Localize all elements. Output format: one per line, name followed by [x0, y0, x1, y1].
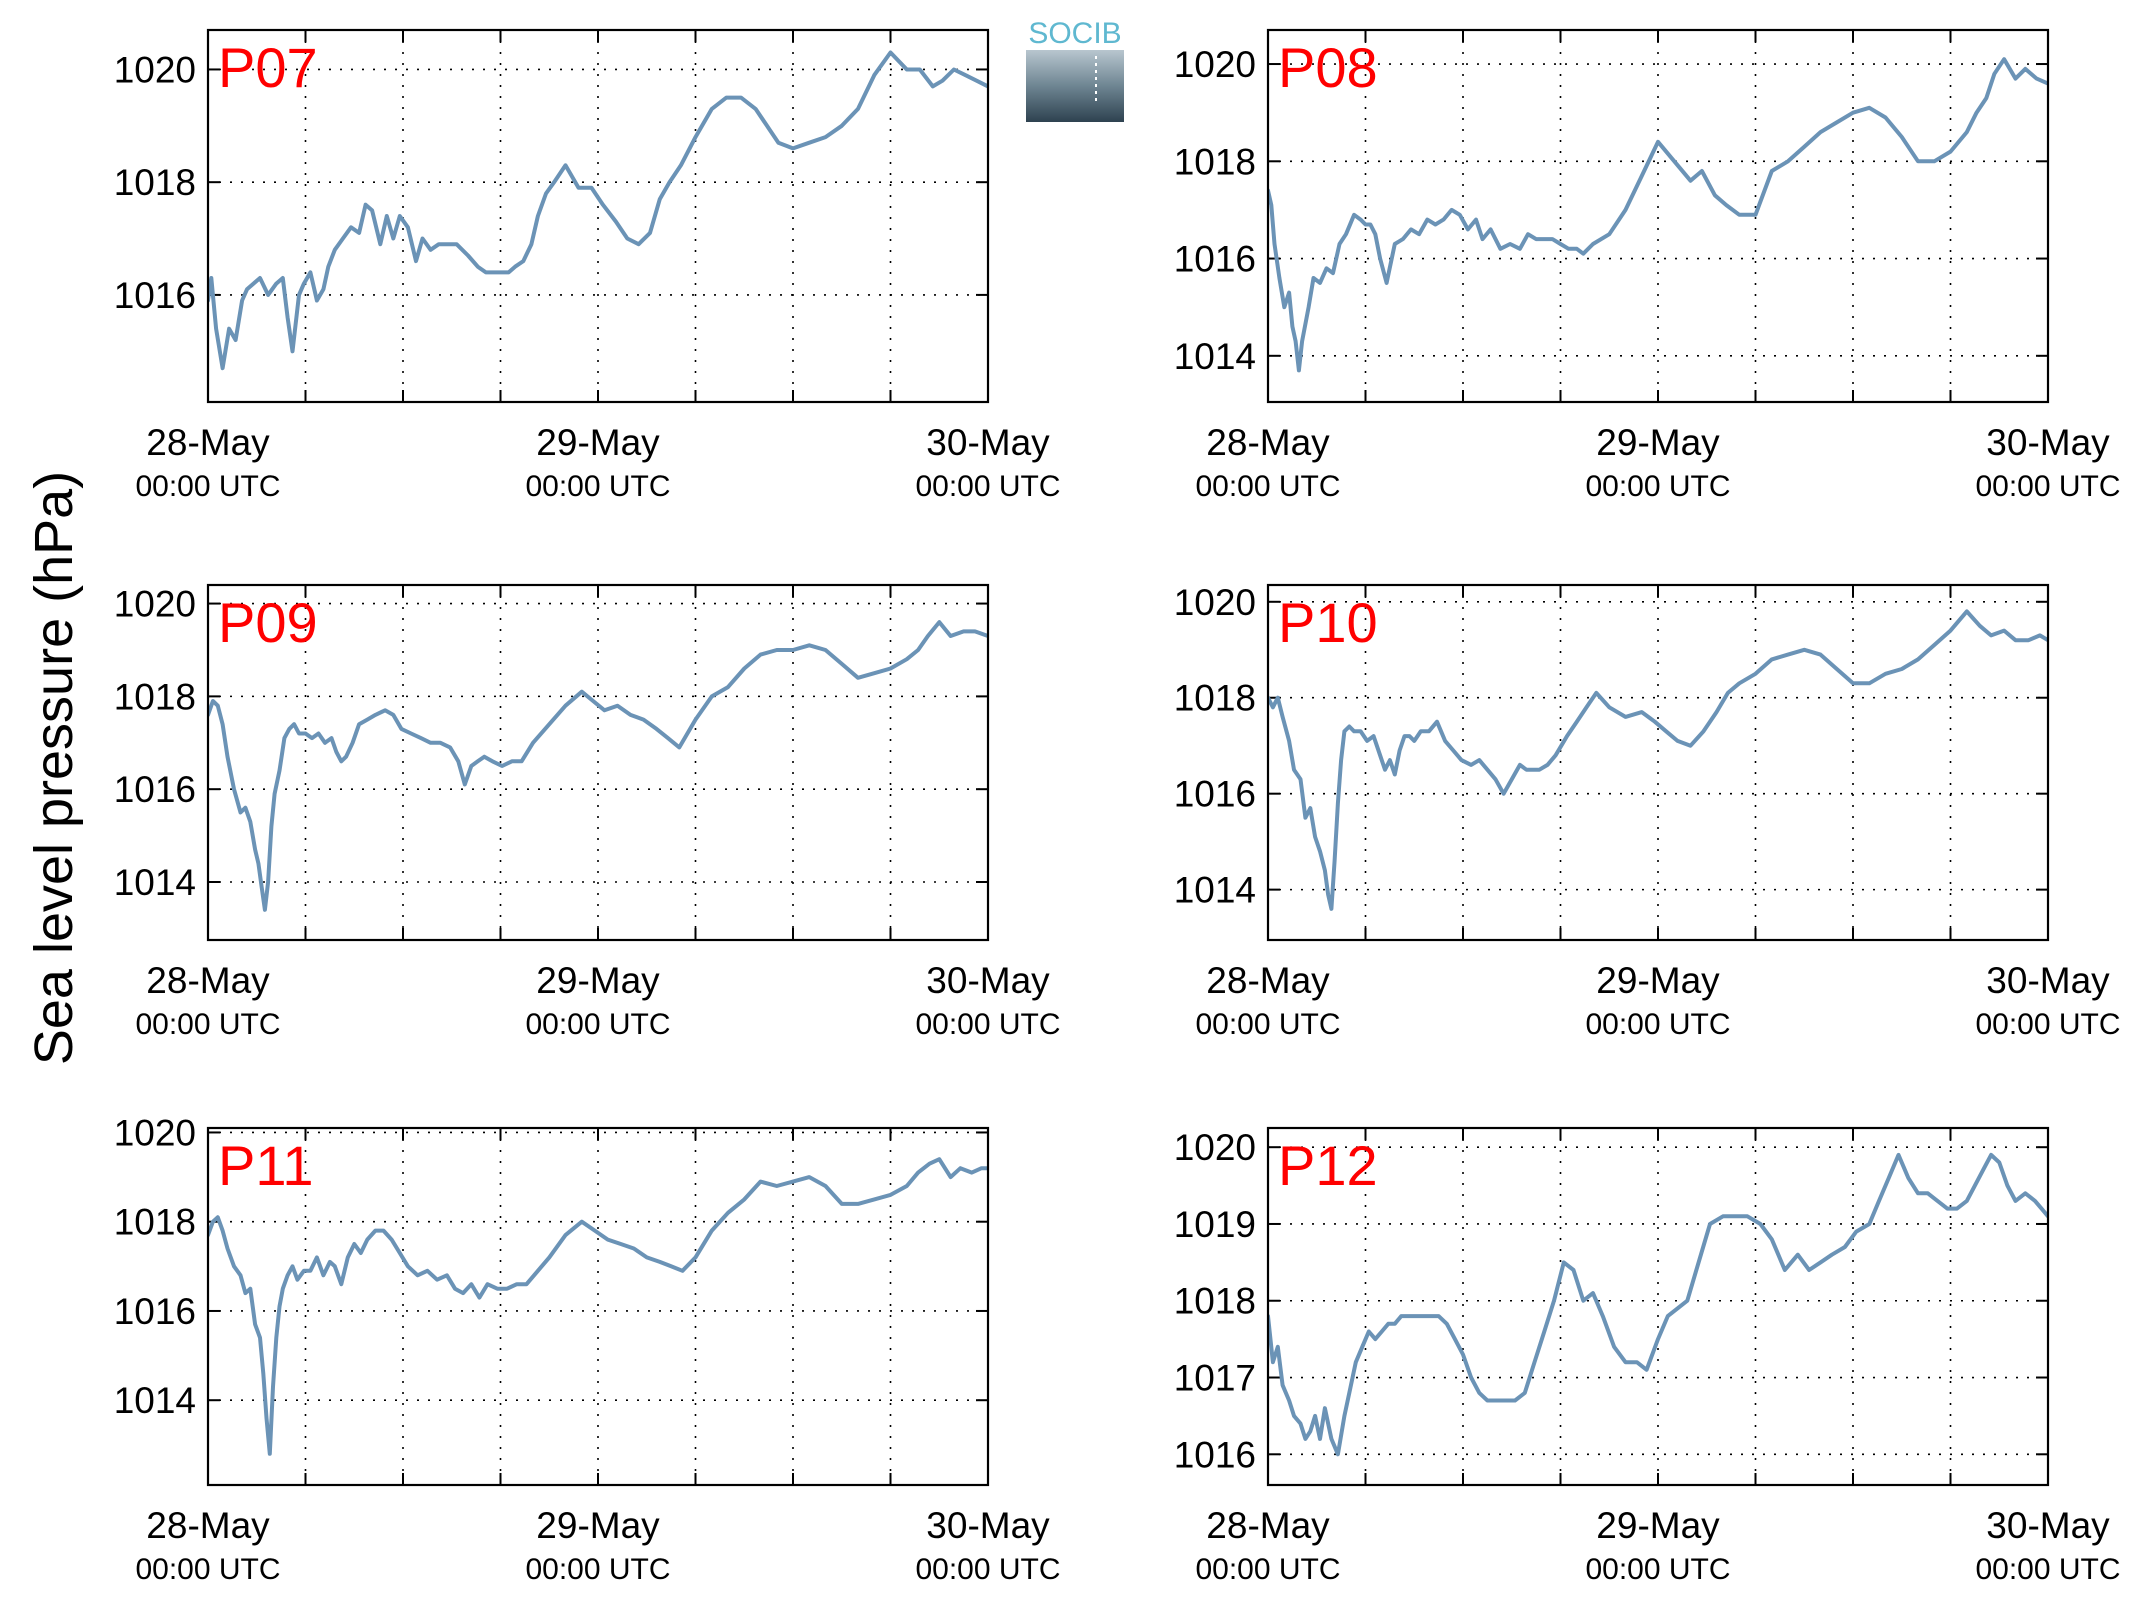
x-tick-label-time: 00:00 UTC — [1195, 470, 1340, 503]
pressure-line-p12 — [1268, 1152, 2048, 1457]
axes-frame — [206, 583, 990, 942]
chart-panel-p07: 1016 1018 1020 28-May 00:00 UTC 29-May 00:00 U… — [114, 28, 1061, 503]
chart-panel-p12: 1016 1017 1018 1019 1020 28-May 00:00 UTC 29-Ma… — [1174, 1126, 2121, 1586]
y-tick-label: 1018 — [1174, 1281, 1256, 1322]
y-tick-label: 1018 — [1174, 678, 1256, 719]
x-tick-label-date: 29-May — [536, 960, 660, 1001]
x-tick-label-date: 28-May — [146, 1505, 270, 1546]
y-tick-label: 1016 — [114, 275, 196, 316]
x-tick-label-time: 00:00 UTC — [1585, 1553, 1730, 1586]
x-tick-label-time: 00:00 UTC — [1975, 470, 2120, 503]
x-tick-label-date: 30-May — [1986, 422, 2110, 463]
chart-panel-p08: 1014 1016 1018 1020 28-May 00:00 UTC 29-May 00:… — [1174, 28, 2121, 503]
station-label: P09 — [218, 591, 318, 654]
x-tick-label-date: 29-May — [1596, 1505, 1720, 1546]
station-label: P12 — [1278, 1134, 1378, 1197]
x-tick-label-time: 00:00 UTC — [135, 1553, 280, 1586]
x-tick-label-time: 00:00 UTC — [525, 1553, 670, 1586]
x-tick-label-time: 00:00 UTC — [1195, 1008, 1340, 1041]
x-tick-label-time: 00:00 UTC — [915, 470, 1060, 503]
y-tick-label: 1014 — [114, 1380, 196, 1421]
x-tick-label-date: 28-May — [1206, 422, 1330, 463]
y-tick-label: 1019 — [1174, 1204, 1256, 1245]
x-tick-label-time: 00:00 UTC — [525, 1008, 670, 1041]
y-tick-label: 1020 — [114, 584, 196, 625]
axes-frame — [206, 1126, 990, 1487]
x-tick-label-time: 00:00 UTC — [1975, 1553, 2120, 1586]
y-tick-label: 1020 — [1174, 44, 1256, 85]
pressure-line-p09 — [208, 620, 988, 912]
x-tick-label-time: 00:00 UTC — [1585, 470, 1730, 503]
station-label: P07 — [218, 36, 318, 99]
station-label: P10 — [1278, 591, 1378, 654]
y-tick-label: 1020 — [114, 49, 196, 90]
x-tick-label-time: 00:00 UTC — [1195, 1553, 1340, 1586]
y-tick-label: 1014 — [1174, 336, 1256, 377]
y-tick-label: 1014 — [1174, 870, 1256, 911]
x-tick-label-date: 30-May — [1986, 960, 2110, 1001]
axes-frame — [1266, 28, 2050, 404]
x-tick-label-time: 00:00 UTC — [135, 1008, 280, 1041]
x-tick-label-time: 00:00 UTC — [1585, 1008, 1730, 1041]
x-tick-label-date: 28-May — [1206, 960, 1330, 1001]
x-tick-label-date: 28-May — [146, 422, 270, 463]
x-tick-label-date: 30-May — [926, 422, 1050, 463]
x-tick-label-date: 29-May — [1596, 422, 1720, 463]
axes-frame — [1266, 583, 2050, 942]
x-tick-label-time: 00:00 UTC — [525, 470, 670, 503]
y-tick-label: 1016 — [1174, 1434, 1256, 1475]
y-tick-label: 1014 — [114, 862, 196, 903]
y-tick-label: 1018 — [114, 676, 196, 717]
chart-panel-p11: 1014 1016 1018 1020 28-May 00:00 UTC 29-May 00:… — [114, 1112, 1061, 1586]
y-tick-label: 1020 — [1174, 1127, 1256, 1168]
chart-panel-p10: 1014 1016 1018 1020 28-May 00:00 UTC 29-May 00:… — [1174, 582, 2121, 1041]
pressure-line-p07 — [208, 50, 988, 371]
y-tick-label: 1016 — [114, 769, 196, 810]
panels: 1016 1018 1020 28-May 00:00 UTC 29-May 00:00 U… — [114, 28, 2121, 1586]
pressure-line-p11 — [208, 1157, 988, 1456]
y-tick-label: 1017 — [1174, 1358, 1256, 1399]
x-tick-label-time: 00:00 UTC — [135, 470, 280, 503]
y-tick-label: 1016 — [1174, 774, 1256, 815]
x-tick-label-time: 00:00 UTC — [1975, 1008, 2120, 1041]
x-tick-label-date: 30-May — [926, 960, 1050, 1001]
y-axis-label: Sea level pressure (hPa) — [24, 471, 84, 1065]
axes-frame — [206, 28, 990, 404]
x-tick-label-time: 00:00 UTC — [915, 1553, 1060, 1586]
y-tick-label: 1018 — [1174, 141, 1256, 182]
y-tick-label: 1018 — [114, 1202, 196, 1243]
chart-panel-p09: 1014 1016 1018 1020 28-May 00:00 UTC 29-May 00:… — [114, 584, 1061, 1041]
y-tick-label: 1018 — [114, 162, 196, 203]
x-tick-label-time: 00:00 UTC — [915, 1008, 1060, 1041]
axes-frame — [1266, 1126, 2050, 1487]
y-tick-label: 1020 — [1174, 582, 1256, 623]
x-tick-label-date: 29-May — [536, 1505, 660, 1546]
y-tick-label: 1020 — [114, 1112, 196, 1153]
pressure-line-p10 — [1268, 609, 2048, 911]
x-tick-label-date: 28-May — [1206, 1505, 1330, 1546]
x-tick-label-date: 30-May — [1986, 1505, 2110, 1546]
station-label: P11 — [218, 1134, 313, 1197]
socib-logo-text: SOCIB — [1028, 17, 1121, 50]
y-tick-label: 1016 — [1174, 239, 1256, 280]
x-tick-label-date: 28-May — [146, 960, 270, 1001]
station-label: P08 — [1278, 36, 1378, 99]
x-tick-label-date: 30-May — [926, 1505, 1050, 1546]
y-tick-label: 1016 — [114, 1291, 196, 1332]
pressure-line-p08 — [1268, 57, 2048, 373]
x-tick-label-date: 29-May — [1596, 960, 1720, 1001]
socib-logo: SOCIB — [1026, 17, 1124, 122]
x-tick-label-date: 29-May — [536, 422, 660, 463]
